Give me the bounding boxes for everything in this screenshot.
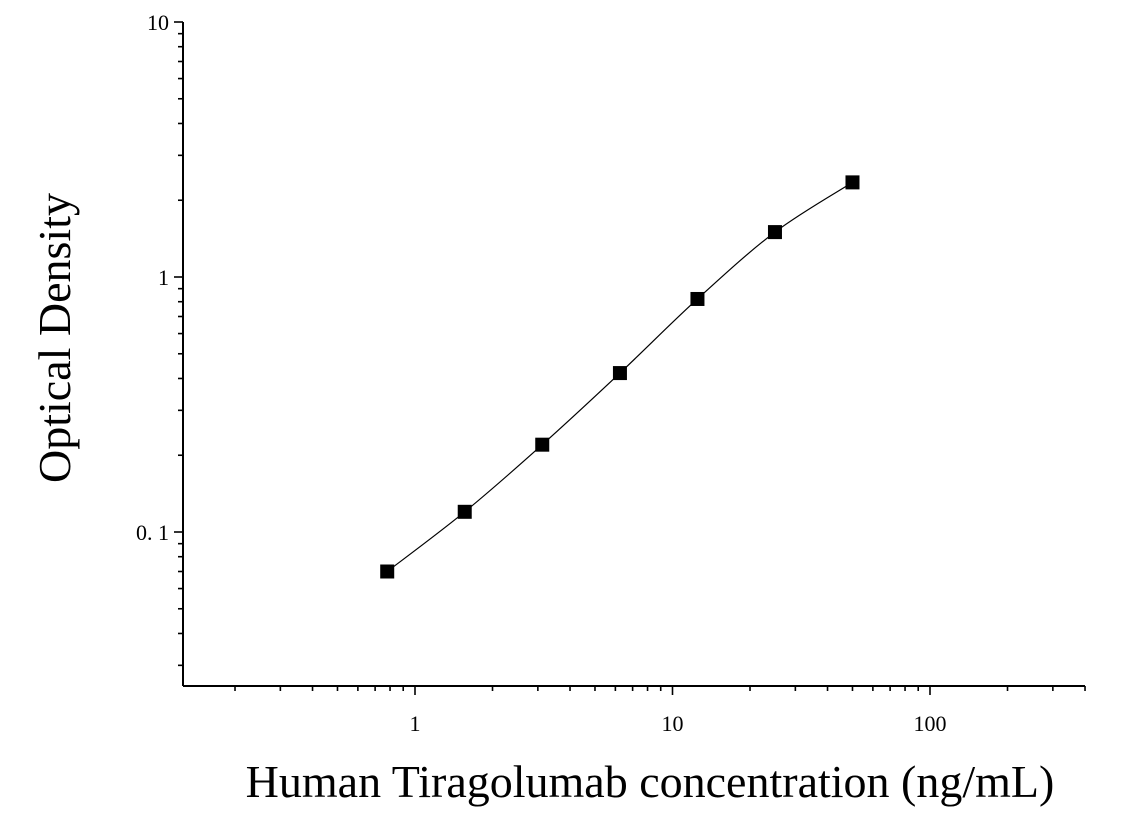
y-axis-title: Optical Density [29,193,80,483]
x-tick-label: 1 [410,711,421,736]
data-point-marker [457,504,472,519]
x-tick-label: 100 [914,711,947,736]
data-point-marker [767,225,782,240]
data-point-marker [845,175,860,190]
y-tick-label: 1 [158,265,169,290]
data-point-marker [380,564,395,579]
x-axis-title: Human Tiragolumab concentration (ng/mL) [246,756,1055,807]
x-tick-label: 10 [662,711,684,736]
data-points [380,175,860,579]
data-point-marker [535,437,550,452]
y-tick-label: 0. 1 [136,520,169,545]
x-ticks: 1 10 100 [234,686,1086,736]
axes [182,22,1085,687]
data-point-marker [612,366,627,381]
y-ticks: 0. 1 1 10 [136,10,183,667]
data-point-marker [690,291,705,306]
y-tick-label: 10 [147,10,169,35]
